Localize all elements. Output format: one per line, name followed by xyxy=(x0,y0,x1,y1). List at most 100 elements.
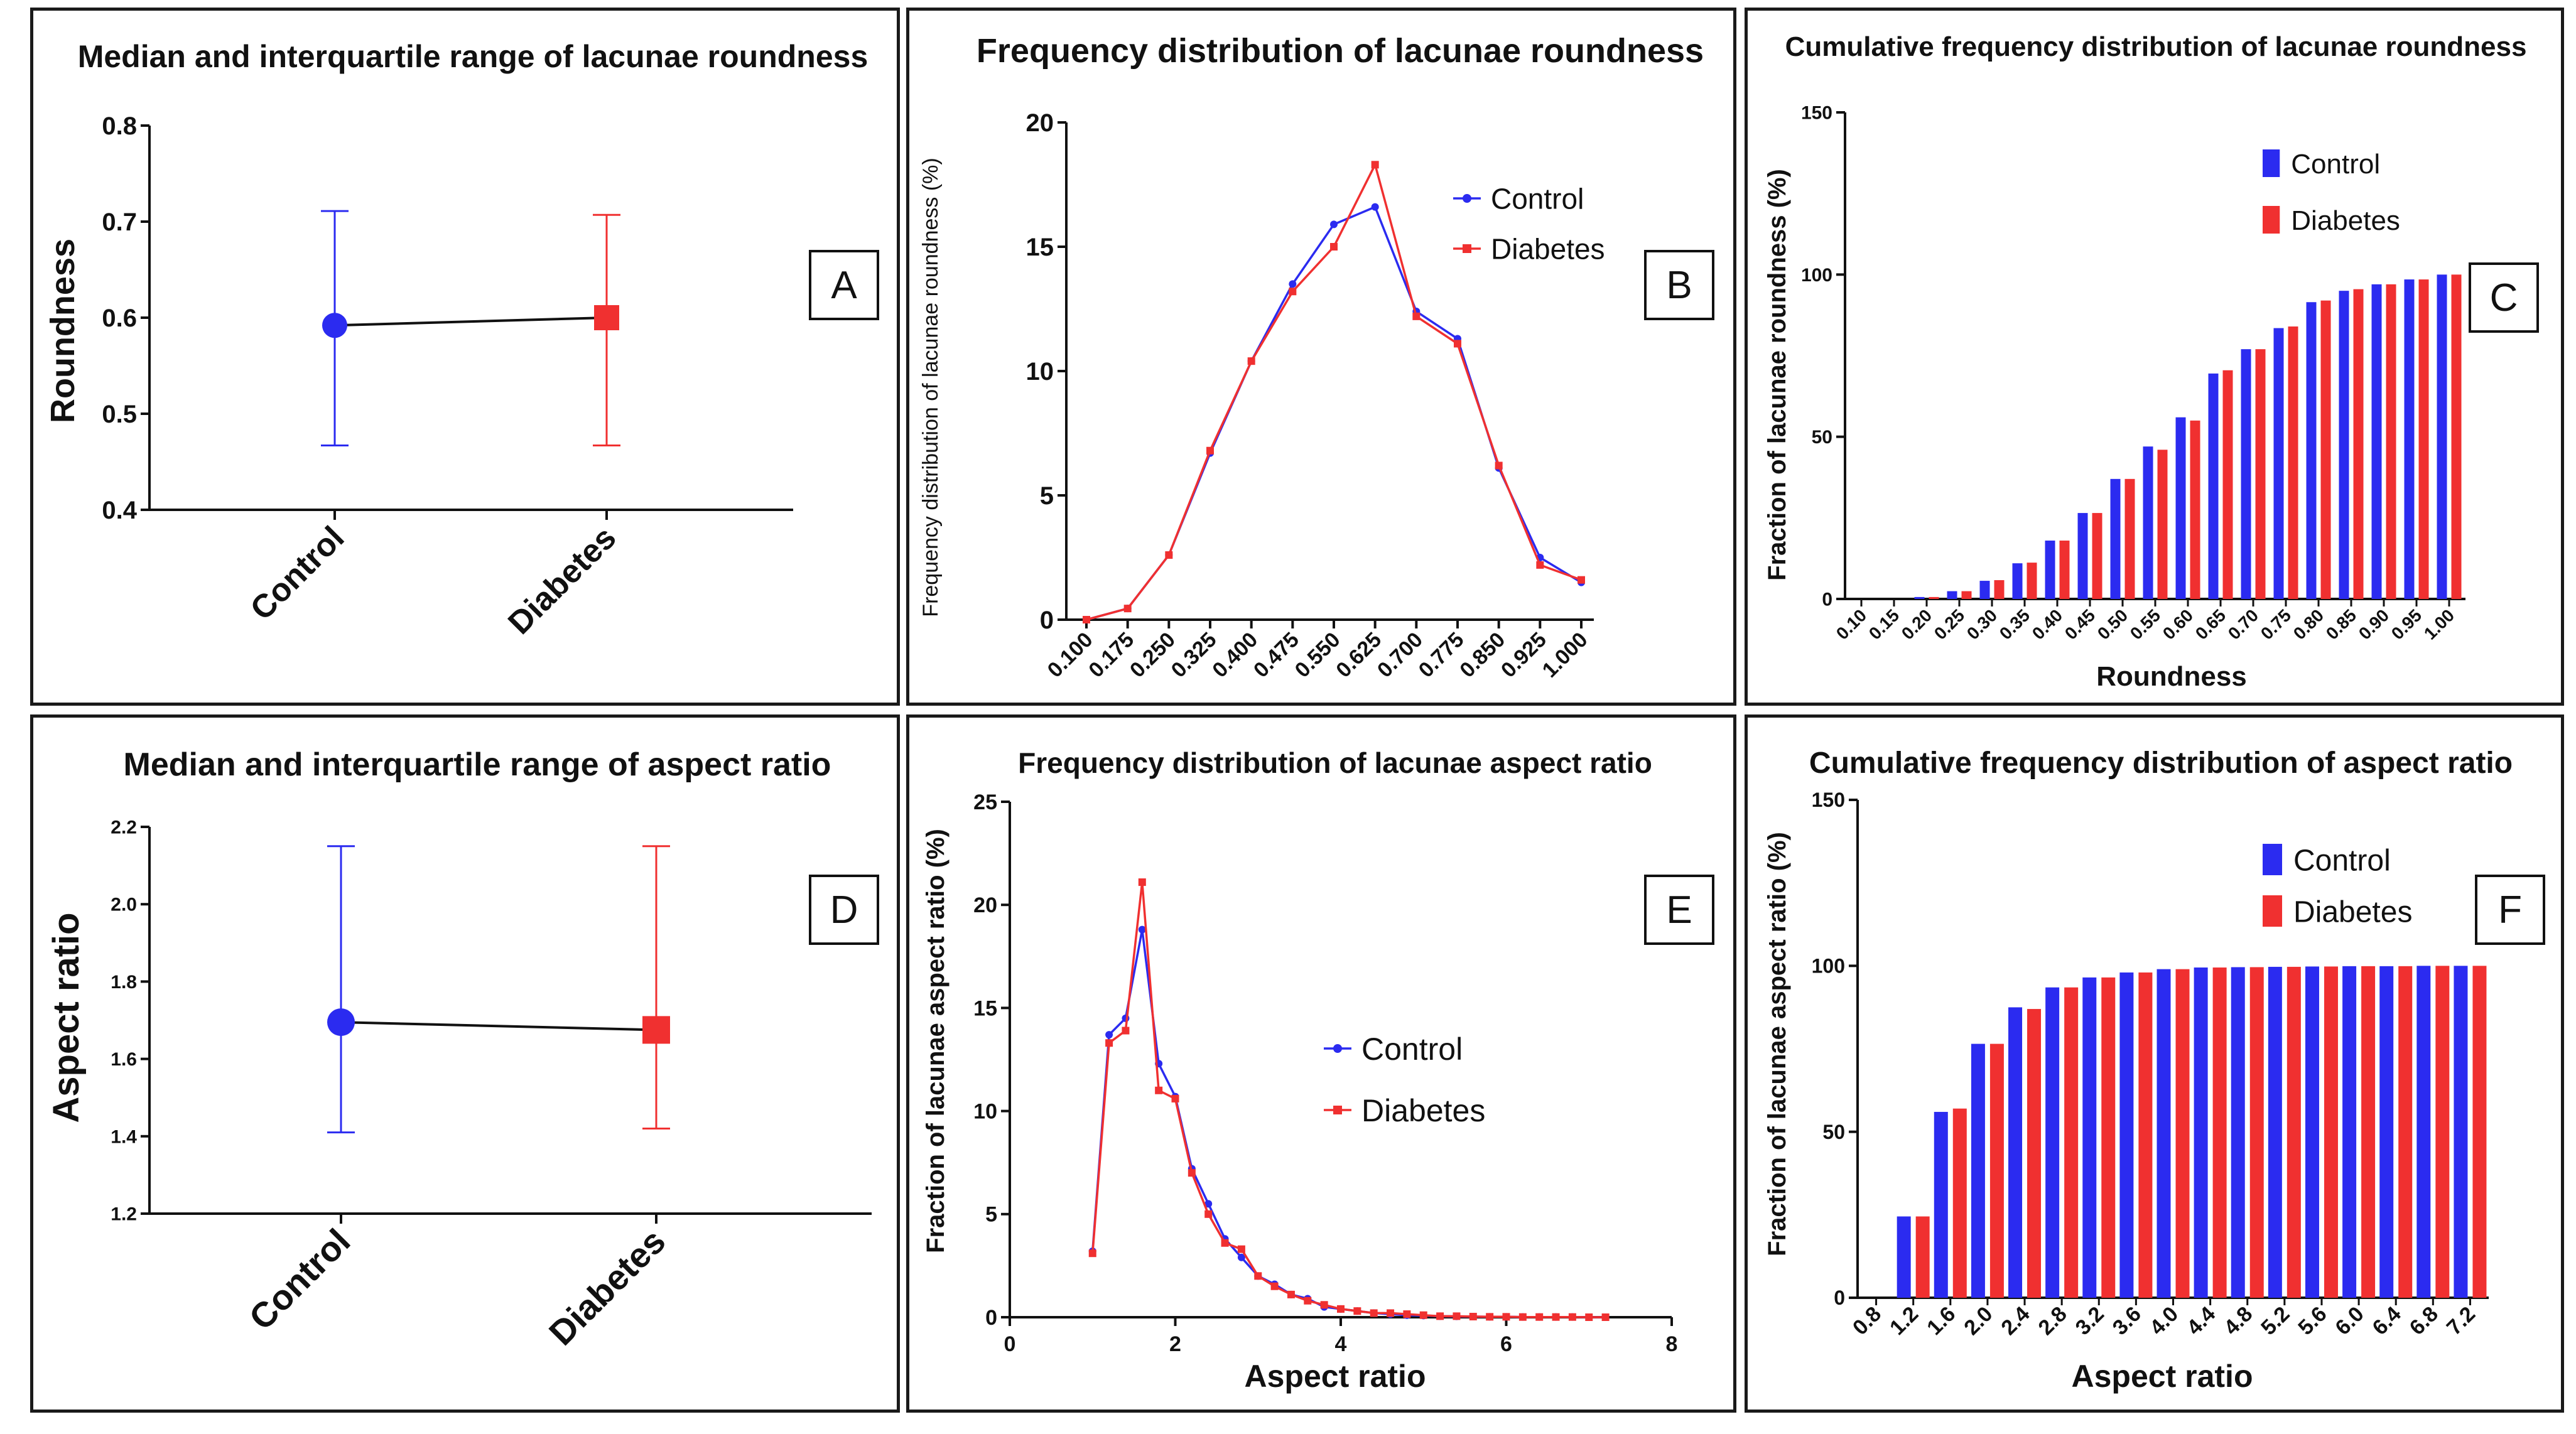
bar-diabetes xyxy=(1994,580,2005,599)
panel-letter: C xyxy=(2490,276,2518,320)
legend-swatch-control xyxy=(2263,149,2280,177)
data-point-diabetes xyxy=(1387,1309,1395,1317)
x-tick-label: 2 xyxy=(1169,1332,1181,1356)
bar-control xyxy=(2273,328,2284,599)
bar-diabetes xyxy=(2190,420,2200,599)
y-tick-label: 1.8 xyxy=(111,972,137,993)
bar-control xyxy=(2416,966,2431,1298)
x-tick-label: 0.850 xyxy=(1455,628,1510,682)
data-point-diabetes xyxy=(1412,312,1421,320)
x-tick-label: 5.6 xyxy=(2293,1302,2331,1340)
x-tick-label: 0.85 xyxy=(2322,605,2360,643)
data-point-diabetes xyxy=(1370,1309,1378,1317)
x-category-label: Control xyxy=(241,1221,357,1337)
y-tick-label: 15 xyxy=(1026,234,1054,261)
data-point-diabetes xyxy=(1204,1210,1213,1218)
y-tick-label: 0.8 xyxy=(102,112,137,140)
y-axis-label: Aspect ratio xyxy=(46,912,87,1123)
bar-control xyxy=(2339,291,2349,599)
x-axis-label: Aspect ratio xyxy=(1245,1359,1426,1394)
x-tick-label: 4.8 xyxy=(2219,1302,2257,1340)
series-line-control xyxy=(1086,205,1582,621)
legend-label: Control xyxy=(1361,1032,1463,1067)
y-tick-label: 10 xyxy=(1026,358,1054,385)
y-axis-label: Fraction of lacunae aspect ratio (%) xyxy=(922,829,950,1253)
legend-label: Diabetes xyxy=(2293,895,2412,929)
y-tick-label: 0.5 xyxy=(102,401,137,428)
bar-control xyxy=(1934,1111,1948,1298)
x-tick-label: 0.35 xyxy=(1996,605,2033,643)
data-point-diabetes xyxy=(1337,1305,1345,1313)
legend-swatch-diabetes xyxy=(2263,206,2280,234)
x-tick-label: 2.0 xyxy=(1959,1302,1997,1340)
y-tick-label: 0 xyxy=(1834,1286,1845,1309)
chart-a: Median and interquartile range of lacuna… xyxy=(44,39,879,642)
data-point-control xyxy=(1330,220,1338,229)
bar-diabetes xyxy=(2451,274,2462,599)
data-point-diabetes xyxy=(1371,161,1379,169)
data-point-diabetes xyxy=(1320,1301,1328,1309)
y-tick-label: 0 xyxy=(985,1306,997,1330)
x-tick-label: 0.100 xyxy=(1043,628,1098,682)
x-tick-label: 0.8 xyxy=(1848,1302,1886,1340)
panel-letter: F xyxy=(2498,888,2522,932)
bar-diabetes xyxy=(2472,966,2487,1298)
data-point-diabetes xyxy=(1237,1245,1245,1253)
data-point-diabetes xyxy=(1247,357,1255,365)
y-axis-label: Frequency distribution of lacunae roundn… xyxy=(919,158,943,617)
bar-control xyxy=(2082,977,2097,1298)
x-tick-label: 0.60 xyxy=(2159,605,2197,643)
y-tick-label: 2.2 xyxy=(111,817,137,838)
data-point-diabetes xyxy=(1105,1039,1113,1047)
bar-diabetes xyxy=(2249,967,2264,1298)
y-tick-label: 150 xyxy=(1801,103,1832,124)
data-point-control xyxy=(1289,280,1297,288)
x-tick-label: 4.4 xyxy=(2182,1302,2220,1340)
data-point-diabetes xyxy=(1287,1290,1295,1298)
data-point-diabetes xyxy=(1289,288,1297,296)
data-point-diabetes xyxy=(1518,1313,1527,1321)
bar-control xyxy=(1897,1216,1911,1298)
x-tick-label: 7.2 xyxy=(2442,1302,2480,1340)
panel-letter-box: D xyxy=(809,875,879,945)
x-tick-label: 6.0 xyxy=(2330,1302,2368,1340)
data-point-diabetes xyxy=(1155,1086,1163,1094)
x-tick-label: 0.925 xyxy=(1496,628,1551,682)
data-point-diabetes xyxy=(1221,1239,1229,1247)
bar-diabetes xyxy=(2320,300,2331,599)
x-axis-label: Aspect ratio xyxy=(2072,1359,2253,1394)
y-tick-label: 0.7 xyxy=(102,208,137,236)
title: Cumulative frequency distribution of lac… xyxy=(1785,31,2527,62)
x-tick-label: 8 xyxy=(1666,1332,1678,1356)
bar-diabetes xyxy=(2324,966,2338,1298)
bar-control xyxy=(2045,541,2055,599)
x-tick-label: 1.000 xyxy=(1538,628,1593,682)
data-point-diabetes xyxy=(1502,1313,1510,1321)
x-tick-label: 0.30 xyxy=(1963,605,2001,643)
panel-d: Median and interquartile range of aspect… xyxy=(30,714,900,1413)
bar-control xyxy=(2231,967,2245,1298)
panel-f: Cumulative frequency distribution of asp… xyxy=(1745,714,2564,1413)
bar-control xyxy=(2268,966,2282,1298)
x-tick-label: 0.175 xyxy=(1084,628,1139,682)
bar-diabetes xyxy=(2138,972,2153,1298)
data-point-diabetes xyxy=(1453,1312,1461,1320)
data-point-diabetes xyxy=(1138,878,1146,887)
bar-control xyxy=(2306,302,2317,599)
bar-diabetes xyxy=(2386,284,2396,599)
bar-control xyxy=(1979,581,1990,599)
legend-label: Control xyxy=(2293,844,2391,877)
panel-letter-box: C xyxy=(2469,262,2539,333)
median-marker-diabetes xyxy=(594,305,619,330)
x-tick-label: 0.625 xyxy=(1331,628,1386,682)
y-tick-label: 2.0 xyxy=(111,895,137,915)
x-tick-label: 5.2 xyxy=(2256,1302,2294,1340)
bar-diabetes xyxy=(2157,450,2168,599)
bar-control xyxy=(2110,478,2121,599)
data-point-diabetes xyxy=(1206,446,1214,455)
bar-control xyxy=(1971,1043,1985,1298)
bar-diabetes xyxy=(2435,966,2450,1298)
data-point-control xyxy=(1237,1253,1245,1261)
bar-diabetes xyxy=(2286,966,2301,1298)
bar-diabetes xyxy=(2353,289,2364,599)
